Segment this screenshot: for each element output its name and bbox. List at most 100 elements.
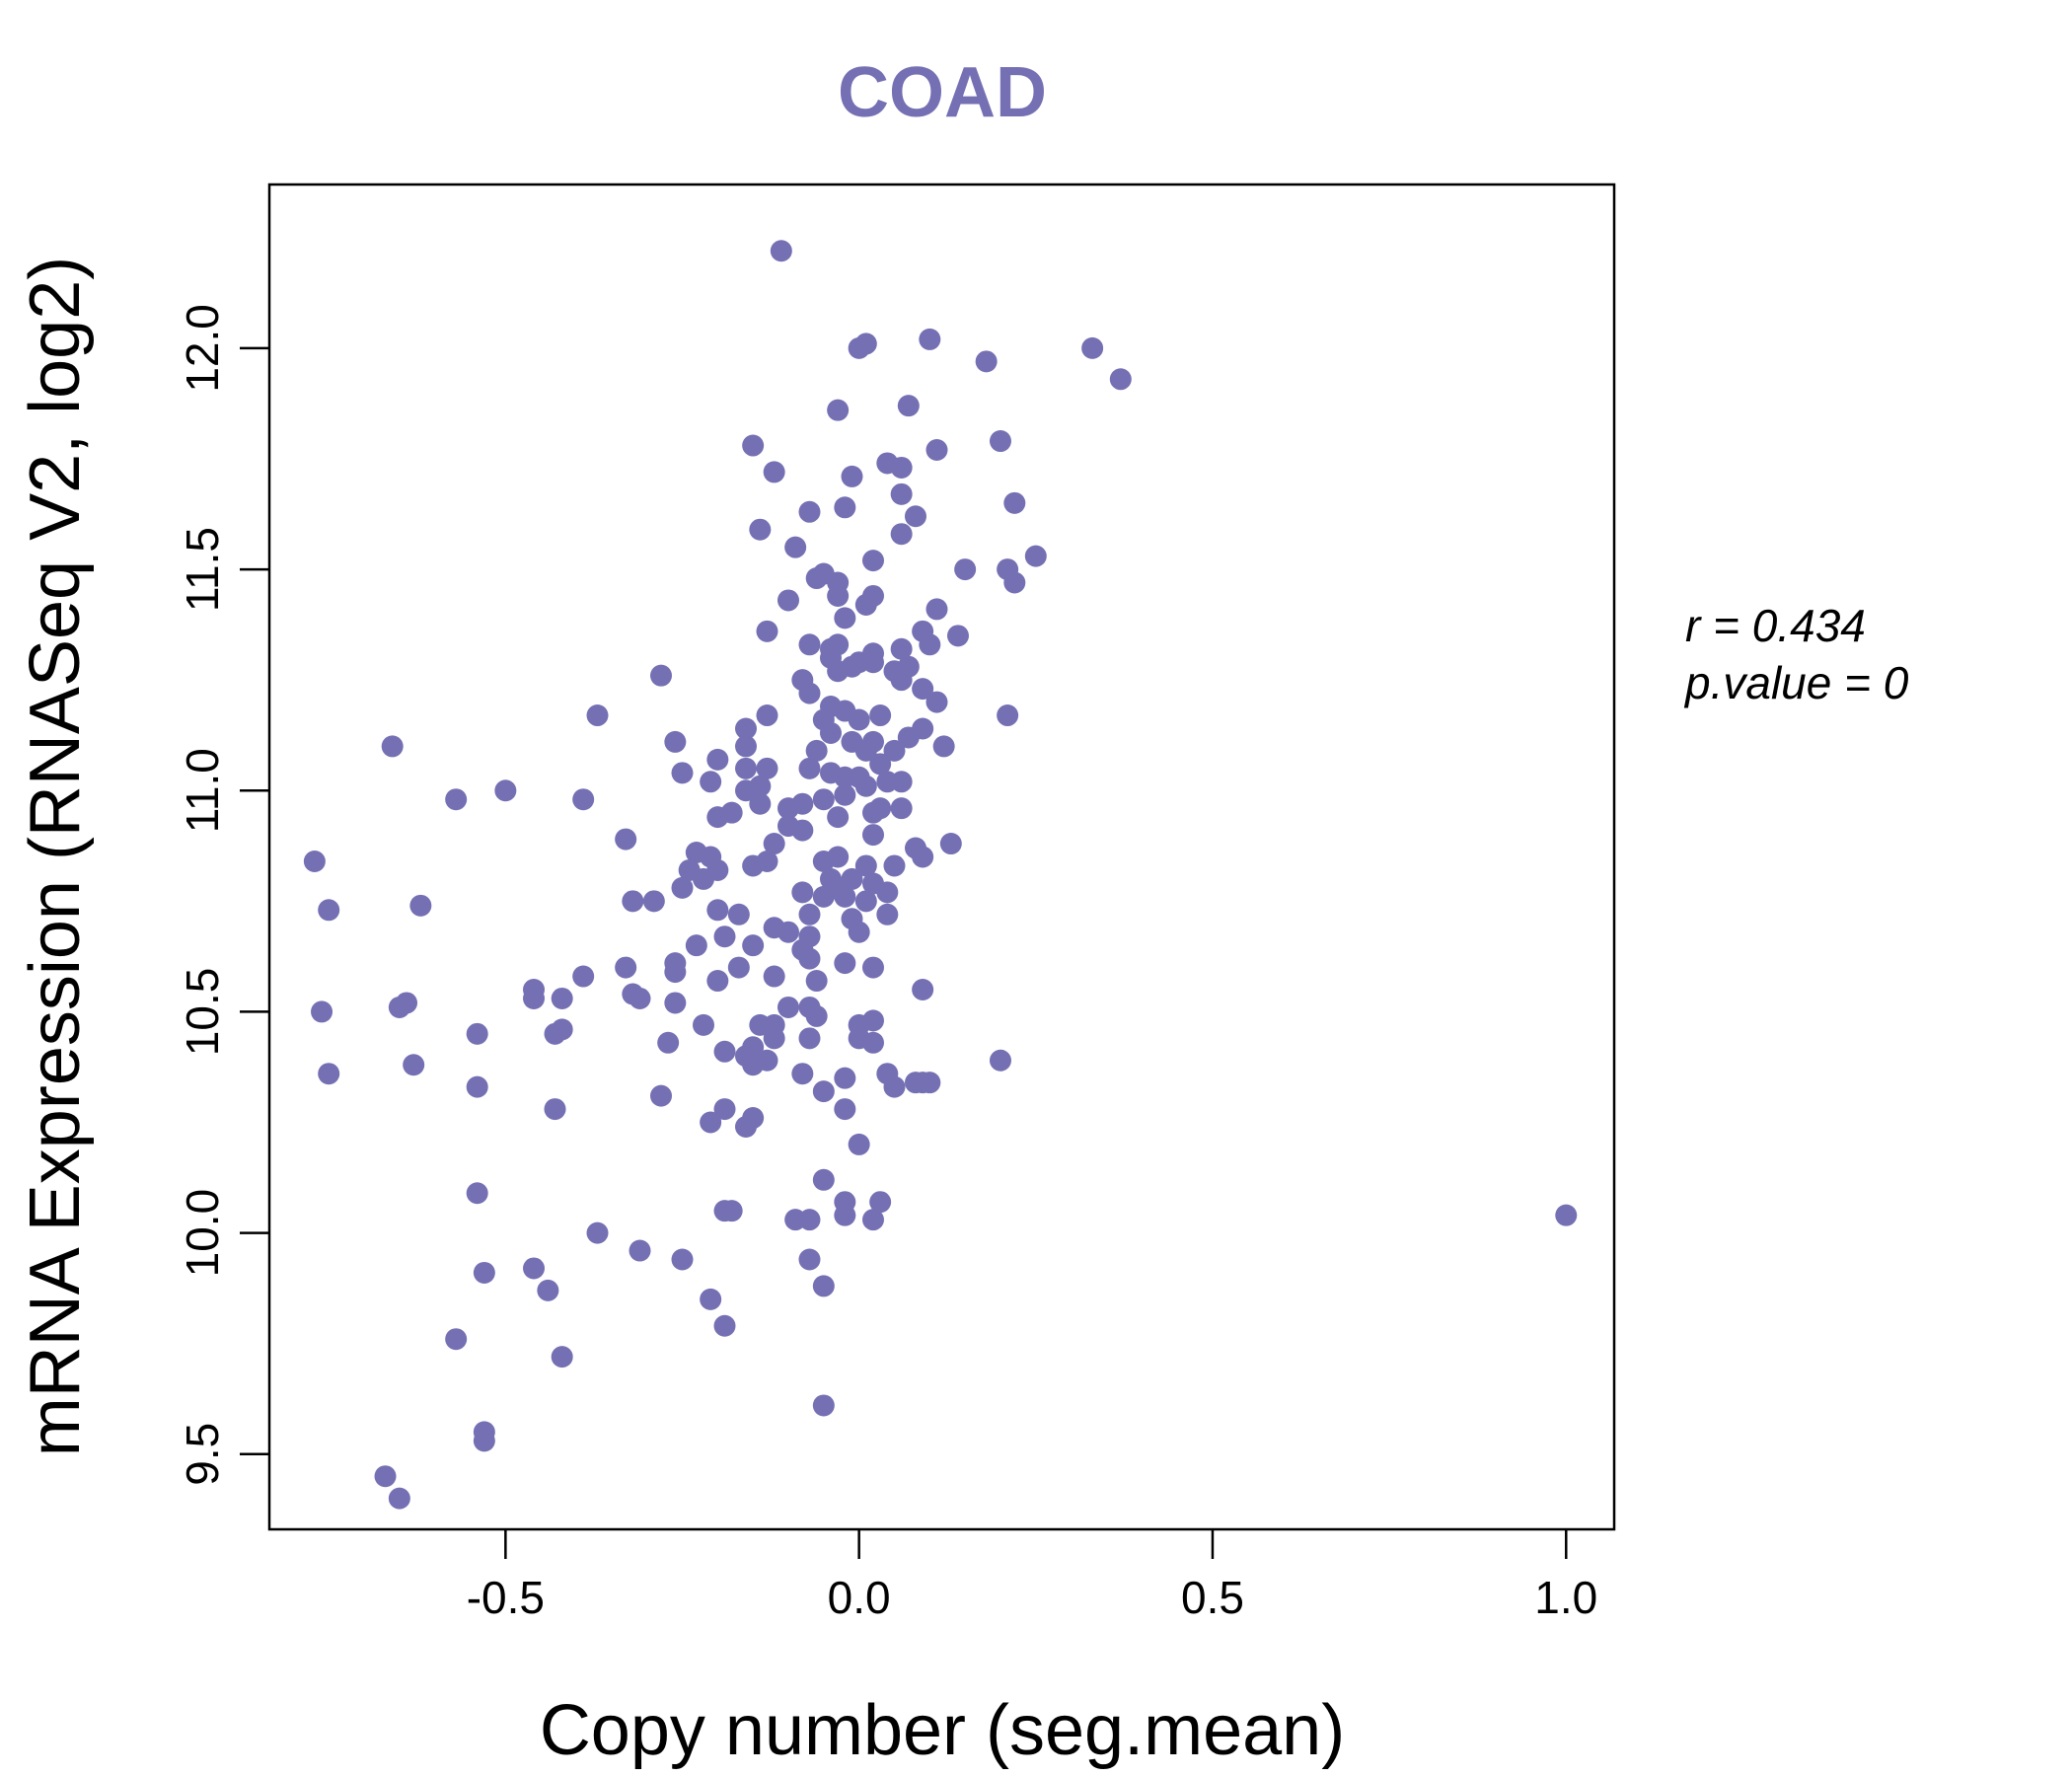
data-point [551, 1346, 573, 1369]
data-point [586, 704, 609, 727]
data-point [756, 757, 778, 779]
data-point [523, 987, 546, 1009]
data-point [798, 947, 821, 970]
data-point [777, 797, 799, 820]
data-point [925, 598, 948, 621]
data-point [664, 730, 687, 753]
x-tick-label: 0.5 [1181, 1572, 1244, 1623]
data-point [791, 819, 814, 842]
data-point [706, 748, 729, 771]
data-point [551, 987, 573, 1009]
data-point [869, 753, 892, 776]
data-points [303, 240, 1578, 1510]
data-point [861, 1031, 884, 1054]
data-point [876, 881, 899, 904]
data-point [854, 593, 877, 616]
data-point [919, 633, 941, 656]
data-point [763, 1027, 785, 1050]
data-point [706, 899, 729, 922]
data-point [742, 1054, 765, 1076]
data-point [685, 934, 707, 957]
data-point [303, 850, 326, 872]
data-point [975, 350, 998, 373]
data-point [854, 775, 877, 797]
data-point [805, 1004, 828, 1027]
data-point [812, 1080, 835, 1103]
data-point [622, 983, 644, 1005]
data-point [989, 430, 1011, 453]
data-point [876, 903, 899, 925]
data-point [834, 952, 856, 975]
data-point [798, 633, 821, 656]
data-point [756, 620, 778, 642]
data-point [742, 934, 765, 957]
data-point [403, 1054, 425, 1076]
data-point [622, 890, 644, 913]
data-point [890, 669, 913, 692]
data-point [939, 833, 962, 855]
data-point [791, 1063, 814, 1085]
data-point [861, 801, 884, 824]
data-point [861, 824, 884, 847]
data-point [642, 890, 665, 913]
data-point [749, 792, 772, 815]
data-point [700, 1111, 722, 1134]
data-point [388, 1487, 410, 1510]
data-point [720, 1200, 743, 1222]
data-point [727, 903, 750, 925]
data-point [841, 465, 863, 487]
data-point [381, 735, 404, 758]
data-point [763, 965, 785, 988]
data-point [1081, 336, 1104, 359]
data-point [706, 970, 729, 993]
data-point [615, 956, 637, 979]
data-point [473, 1261, 495, 1284]
data-point [812, 1394, 835, 1417]
data-point [409, 894, 432, 917]
data-point [883, 854, 906, 877]
data-point [798, 1027, 821, 1050]
data-point [734, 757, 757, 779]
data-point [700, 1288, 722, 1310]
p-value: p.value = 0 [1683, 657, 1909, 708]
data-point [318, 1063, 340, 1085]
data-point [848, 921, 870, 943]
data-point [784, 536, 807, 558]
data-point [854, 890, 877, 913]
data-point [664, 961, 687, 984]
data-point [798, 1209, 821, 1231]
data-point [812, 885, 835, 908]
data-point [834, 496, 856, 519]
data-point [798, 500, 821, 523]
data-point [1555, 1204, 1578, 1226]
data-point [798, 903, 821, 925]
data-point [883, 739, 906, 762]
y-tick-label: 11.0 [177, 748, 228, 833]
data-point [834, 1204, 856, 1226]
data-point [777, 921, 799, 943]
data-point [791, 881, 814, 904]
data-point [919, 328, 941, 350]
data-point [756, 850, 778, 872]
correlation-r: r = 0.434 [1685, 600, 1866, 651]
x-tick-label: 1.0 [1534, 1572, 1597, 1623]
data-point [586, 1221, 609, 1244]
y-axis-title: mRNA Expression (RNASeq V2, log2) [16, 257, 95, 1456]
data-point [912, 846, 934, 868]
data-point [311, 1000, 333, 1023]
data-point [1003, 491, 1026, 514]
data-point [834, 885, 856, 908]
data-point [869, 1191, 892, 1214]
data-point [861, 651, 884, 674]
data-point [819, 721, 842, 744]
data-point [854, 333, 877, 355]
data-point [876, 771, 899, 793]
data-point [954, 558, 977, 581]
y-tick-label: 11.5 [177, 527, 228, 612]
data-point [890, 523, 913, 546]
data-point [466, 1075, 488, 1098]
data-point [848, 708, 870, 731]
data-point [812, 850, 835, 872]
data-point [749, 518, 772, 541]
